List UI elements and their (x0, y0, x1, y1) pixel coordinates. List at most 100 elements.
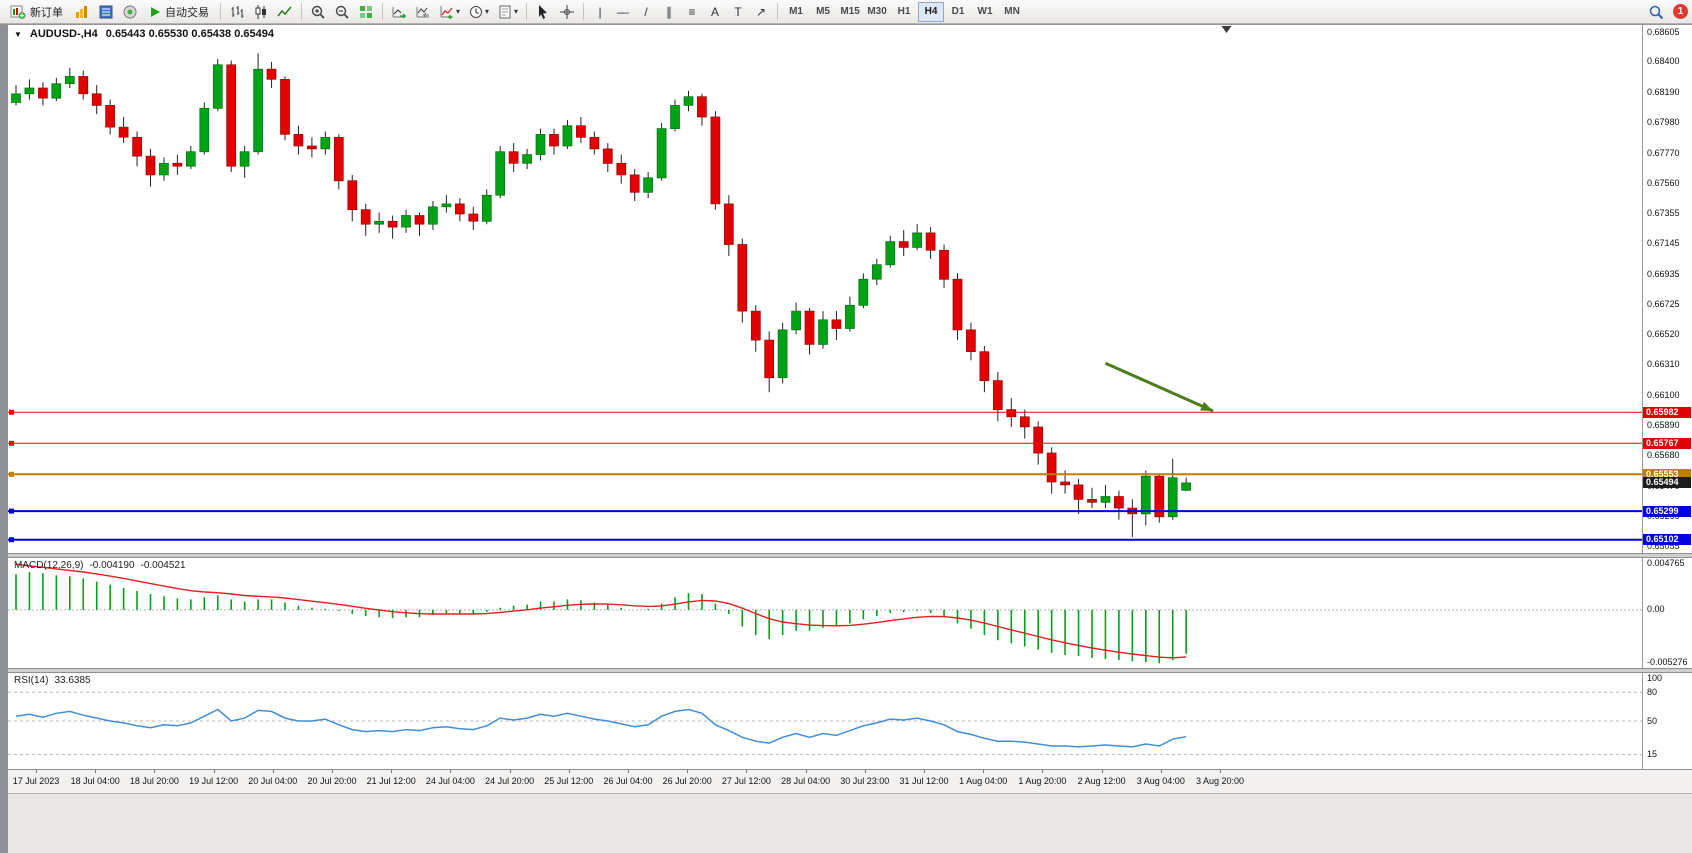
panel-splitter[interactable] (8, 668, 1692, 673)
rsi-name: RSI(14) (14, 675, 49, 686)
indicators-icon (439, 4, 455, 20)
crosshair-icon (559, 4, 575, 20)
hline-anchor[interactable] (9, 508, 14, 514)
macd-histogram (15, 572, 1187, 664)
auto-trading-label: 自动交易 (165, 6, 209, 19)
time-label: 27 Jul 12:00 (721, 776, 771, 786)
search-button[interactable] (1645, 2, 1667, 22)
macd-scale-tick: -0.005276 (1647, 657, 1688, 667)
panel-splitter[interactable] (8, 553, 1692, 558)
new-chart-button[interactable] (71, 2, 93, 22)
rsi-scale-tick: 50 (1647, 715, 1658, 726)
window-left-edge (0, 25, 8, 853)
bar-chart-icon (229, 4, 245, 20)
text-label-button[interactable]: T (727, 2, 749, 22)
hline-anchor[interactable] (9, 537, 14, 543)
hline-anchor[interactable] (9, 440, 14, 446)
macd-name: MACD(12,26,9) (14, 560, 84, 571)
auto-trading-button[interactable]: 自动交易 (143, 2, 215, 22)
price-scale[interactable]: 0.68605 0.68400 0.68190 0.67980 0.67770 0.675… (1642, 25, 1692, 553)
trendline-button[interactable]: / (635, 2, 657, 22)
fibonacci-button[interactable]: ≡ (681, 2, 703, 22)
bar-chart-button[interactable] (226, 2, 248, 22)
time-tick (213, 770, 215, 773)
price-tick: 0.65055 (1647, 540, 1680, 551)
rsi-scale[interactable]: 100 80 50 15 (1642, 673, 1692, 769)
time-label: 20 Jul 20:00 (307, 776, 357, 786)
zoom-in-button[interactable] (307, 2, 329, 22)
toolbar-separator (526, 3, 528, 20)
timeframe-h4-button[interactable]: H4 (918, 1, 945, 22)
price-tick: 0.67980 (1647, 117, 1680, 128)
tile-windows-icon (358, 4, 374, 20)
time-axis[interactable]: 17 Jul 2023 18 Jul 04:00 18 Jul 20:00 19 Ju… (8, 769, 1692, 793)
tile-windows-button[interactable] (355, 2, 377, 22)
text-button[interactable]: A (704, 2, 726, 22)
periods-button[interactable]: ▾ (465, 2, 492, 22)
price-tick: 0.65680 (1647, 450, 1680, 461)
macd-label: MACD(12,26,9) -0.004190 -0.004521 (14, 560, 186, 571)
time-label: 24 Jul 04:00 (425, 776, 475, 786)
rsi-panel-svg[interactable] (8, 673, 1642, 769)
time-tick (36, 770, 37, 773)
arrow-object[interactable] (1104, 361, 1214, 413)
macd-signal-value: -0.004521 (140, 560, 186, 571)
chart-shift-button[interactable] (412, 2, 434, 22)
new-order-button[interactable]: 新订单 (4, 2, 69, 22)
chart-shift-marker[interactable] (1221, 26, 1232, 33)
main-chart-panel: 0.68605 0.68400 0.68190 0.67980 0.67770 0.675… (8, 25, 1692, 553)
market-watch-button[interactable] (95, 2, 117, 22)
timeframe-w1-button[interactable]: W1 (972, 2, 998, 22)
macd-scale-tick: 0.004765 (1647, 558, 1685, 568)
macd-panel: 0.004765 0.00 -0.005276 MACD(12,26,9) -0.0… (8, 558, 1692, 668)
time-tick (628, 770, 629, 773)
timeframe-m5-button[interactable]: M5 (810, 2, 836, 22)
rsi-panel: 100 80 50 15 RSI(14) 33.6385 (8, 673, 1692, 769)
hline-anchor[interactable] (9, 409, 14, 415)
price-tick: 0.68400 (1647, 56, 1680, 67)
price-tick: 0.67770 (1647, 147, 1680, 158)
cursor-button[interactable] (532, 2, 554, 22)
time-tick (95, 770, 97, 773)
time-tick (1220, 770, 1221, 773)
timeframe-mn-button[interactable]: MN (999, 2, 1025, 22)
time-tick (687, 770, 689, 773)
time-label: 18 Jul 04:00 (70, 776, 120, 786)
indicators-button[interactable]: ▾ (436, 2, 463, 22)
templates-button[interactable]: ▾ (494, 2, 521, 22)
timeframe-d1-button[interactable]: D1 (945, 2, 971, 22)
arrows-button[interactable]: ↗ (750, 2, 772, 22)
toolbar: 新订单 自动交易 (0, 0, 1692, 24)
equidistant-channel-button[interactable]: ∥ (658, 2, 680, 22)
toolbar-separator (583, 3, 585, 20)
line-chart-button[interactable] (274, 2, 296, 22)
price-badge: 0.65767 (1643, 437, 1691, 449)
price-tick: 0.66935 (1647, 268, 1680, 279)
timeframe-m1-button[interactable]: M1 (783, 2, 809, 22)
crosshair-button[interactable] (556, 2, 578, 22)
horizontal-line-button[interactable]: — (612, 2, 634, 22)
macd-scale[interactable]: 0.004765 0.00 -0.005276 (1642, 558, 1692, 668)
vertical-line-button[interactable]: | (589, 2, 611, 22)
time-tick (568, 770, 570, 773)
zoom-out-button[interactable] (331, 2, 353, 22)
candlestick-chart-icon (253, 4, 269, 20)
time-tick (1042, 770, 1044, 773)
hline-anchor[interactable] (9, 471, 14, 477)
price-badge: 0.65553 (1643, 468, 1691, 480)
candles-group (11, 53, 1191, 538)
chart-menu-icon[interactable]: ▼ (14, 29, 22, 39)
candlestick-chart-button[interactable] (250, 2, 272, 22)
rsi-scale-tick: 80 (1647, 686, 1658, 697)
main-chart-svg[interactable] (8, 25, 1642, 553)
autoscroll-button[interactable] (388, 2, 410, 22)
time-label: 26 Jul 04:00 (603, 776, 653, 786)
timeframe-m15-button[interactable]: M15 (837, 2, 863, 22)
macd-panel-svg[interactable] (8, 558, 1642, 668)
navigator-button[interactable] (119, 2, 141, 22)
time-label: 3 Aug 04:00 (1136, 776, 1185, 786)
timeframe-h1-button[interactable]: H1 (891, 2, 917, 22)
time-label: 28 Jul 04:00 (781, 776, 831, 786)
notification-badge[interactable]: 1 (1673, 4, 1688, 19)
timeframe-m30-button[interactable]: M30 (864, 2, 890, 22)
